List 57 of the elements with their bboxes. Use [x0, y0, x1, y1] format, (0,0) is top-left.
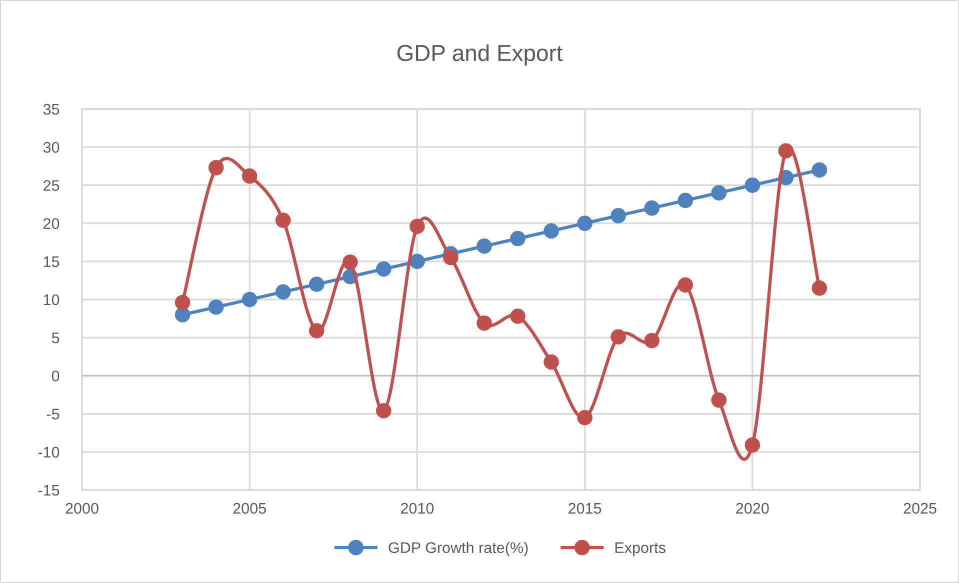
chart-title: GDP and Export [397, 44, 563, 66]
point [242, 292, 258, 308]
y-tick-label: 10 [44, 294, 60, 306]
legend-label: Exports [615, 542, 666, 556]
point [443, 250, 458, 266]
point [778, 143, 794, 159]
point [812, 280, 828, 296]
point [476, 238, 492, 254]
point [342, 254, 358, 270]
point [275, 284, 291, 300]
point [544, 223, 559, 239]
point [678, 277, 693, 293]
y-tick-label: 5 [52, 332, 60, 344]
point [610, 329, 626, 344]
x-tick-label: 2000 [66, 502, 98, 514]
point [242, 168, 258, 184]
point [711, 185, 727, 200]
point [476, 315, 492, 331]
point [510, 230, 526, 246]
point [376, 403, 392, 418]
point [410, 254, 425, 270]
point [577, 410, 592, 426]
y-tick-label: -5 [46, 408, 60, 420]
point [577, 216, 592, 231]
point [376, 261, 392, 277]
point [309, 323, 324, 338]
point [174, 307, 190, 322]
point [744, 178, 760, 193]
point [510, 308, 526, 324]
point [644, 333, 660, 348]
point [812, 162, 828, 178]
point [711, 392, 727, 408]
y-tick-label: 0 [52, 370, 60, 382]
x-tick-label: 2010 [400, 502, 434, 514]
point [309, 276, 324, 292]
legend-label: GDP Growth rate(%) [388, 542, 528, 556]
y-tick-label: -10 [38, 446, 60, 458]
point [208, 160, 224, 176]
x-tick-label: 2005 [233, 502, 266, 514]
x-tick-label: 2020 [736, 502, 769, 514]
point [610, 208, 626, 224]
x-tick-label: 2015 [568, 502, 602, 514]
point [544, 354, 559, 370]
y-tick-label: 35 [43, 104, 60, 115]
point [174, 294, 190, 310]
y-tick-label: 30 [43, 142, 60, 153]
point [410, 218, 425, 234]
point [644, 200, 660, 216]
point [678, 192, 693, 208]
point [744, 437, 760, 453]
y-tick-label: 25 [44, 180, 60, 191]
y-tick-label: 20 [44, 218, 60, 229]
y-tick-label: -15 [38, 485, 60, 496]
point [275, 212, 291, 228]
x-tick-label: 2025 [904, 502, 936, 514]
point [208, 299, 224, 315]
y-tick-label: 15 [44, 256, 60, 268]
